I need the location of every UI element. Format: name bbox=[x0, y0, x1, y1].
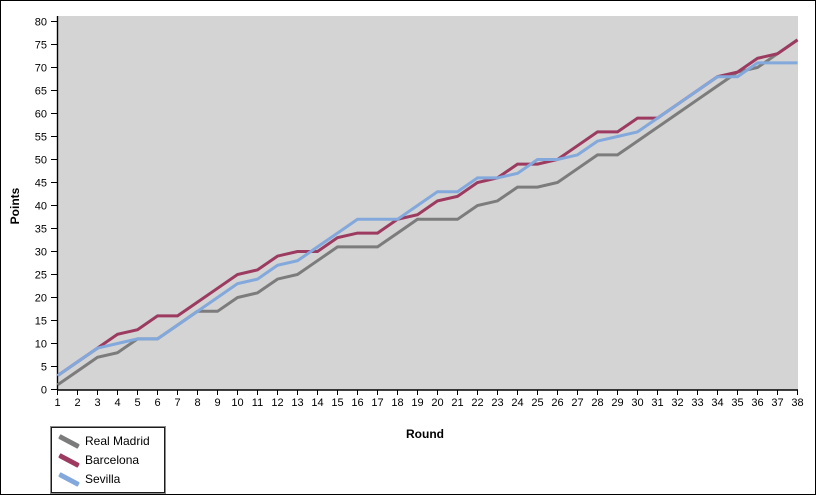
x-tick-label: 4 bbox=[114, 397, 120, 409]
legend-item-real-madrid: Real Madrid bbox=[57, 431, 159, 450]
x-tick-label: 3 bbox=[94, 397, 100, 409]
x-tick-label: 35 bbox=[731, 397, 743, 409]
x-tick-label: 17 bbox=[371, 397, 383, 409]
sevilla-line-swatch-icon bbox=[57, 471, 81, 487]
y-tick-label: 75 bbox=[35, 40, 47, 52]
y-tick-label: 60 bbox=[35, 109, 47, 121]
x-tick-label: 10 bbox=[231, 397, 243, 409]
y-tick-label: 10 bbox=[35, 339, 47, 351]
legend: Real Madrid Barcelona Sevilla bbox=[50, 426, 166, 494]
x-tick-label: 25 bbox=[531, 397, 543, 409]
real-madrid-line-swatch-icon bbox=[57, 433, 81, 449]
x-tick-label: 6 bbox=[154, 397, 160, 409]
x-tick-label: 9 bbox=[214, 397, 220, 409]
x-tick-label: 24 bbox=[511, 397, 523, 409]
x-tick-label: 2 bbox=[74, 397, 80, 409]
barcelona-line-swatch-icon bbox=[57, 452, 81, 468]
y-tick-label: 35 bbox=[35, 224, 47, 236]
x-tick-label: 36 bbox=[751, 397, 763, 409]
legend-label: Barcelona bbox=[85, 452, 140, 467]
y-tick-label: 70 bbox=[35, 63, 47, 75]
legend-item-barcelona: Barcelona bbox=[57, 450, 159, 469]
y-tick-label: 40 bbox=[35, 201, 47, 213]
x-tick-label: 21 bbox=[451, 397, 463, 409]
x-tick-label: 37 bbox=[771, 397, 783, 409]
x-tick-label: 16 bbox=[351, 397, 363, 409]
x-tick-label: 27 bbox=[571, 397, 583, 409]
x-tick-label: 11 bbox=[252, 397, 263, 409]
x-tick-label: 38 bbox=[791, 397, 803, 409]
line-sevilla bbox=[56, 61, 798, 377]
x-tick-label: 12 bbox=[271, 397, 283, 409]
legend-item-sevilla: Sevilla bbox=[57, 469, 159, 488]
x-tick-label: 13 bbox=[291, 397, 303, 409]
y-tick-label: 15 bbox=[35, 316, 47, 328]
x-tick-label: 19 bbox=[411, 397, 423, 409]
x-tick-label: 14 bbox=[311, 397, 323, 409]
legend-label: Real Madrid bbox=[85, 433, 150, 448]
y-tick-label: 0 bbox=[41, 385, 47, 397]
x-tick-label: 20 bbox=[431, 397, 443, 409]
legend-label: Sevilla bbox=[85, 471, 121, 486]
x-axis-title: Round bbox=[406, 427, 444, 441]
y-axis-title: Points bbox=[8, 187, 22, 225]
x-tick-label: 5 bbox=[134, 397, 140, 409]
x-tick-label: 31 bbox=[651, 397, 663, 409]
y-tick-label: 80 bbox=[35, 17, 47, 29]
y-tick-label: 45 bbox=[35, 178, 47, 190]
y-tick-label: 20 bbox=[35, 293, 47, 305]
x-tick-label: 34 bbox=[711, 397, 723, 409]
x-tick-label: 23 bbox=[491, 397, 503, 409]
y-tick-label: 65 bbox=[35, 86, 47, 98]
x-tick-label: 30 bbox=[631, 397, 643, 409]
x-tick-label: 32 bbox=[671, 397, 683, 409]
x-tick-label: 15 bbox=[331, 397, 343, 409]
plot-area bbox=[57, 16, 798, 390]
y-tick-label: 30 bbox=[35, 247, 47, 259]
x-tick-label: 7 bbox=[174, 397, 180, 409]
x-tick-label: 29 bbox=[611, 397, 623, 409]
x-tick-label: 1 bbox=[54, 397, 60, 409]
x-tick-label: 8 bbox=[194, 397, 200, 409]
x-tick-label: 18 bbox=[391, 397, 403, 409]
y-tick-label: 50 bbox=[35, 155, 47, 167]
y-tick-label: 25 bbox=[35, 270, 47, 282]
x-tick-label: 26 bbox=[551, 397, 563, 409]
x-tick-label: 22 bbox=[471, 397, 483, 409]
x-tick-label: 28 bbox=[591, 397, 603, 409]
y-tick-label: 55 bbox=[35, 132, 47, 144]
x-tick-label: 33 bbox=[691, 397, 703, 409]
y-tick-label: 5 bbox=[41, 362, 47, 374]
